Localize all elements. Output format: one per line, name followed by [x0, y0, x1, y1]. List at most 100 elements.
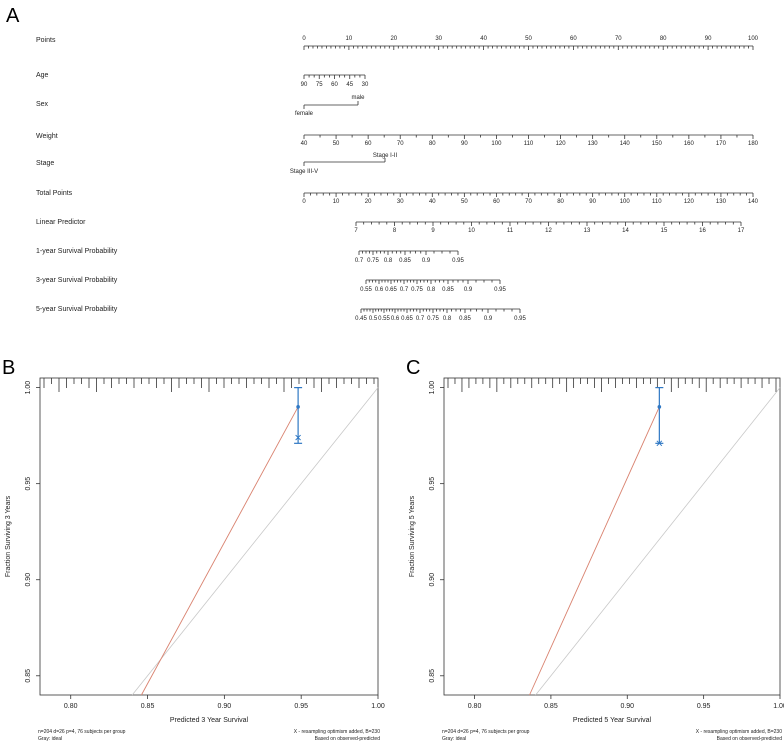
- footnote-observed-predicted: Based on observed-predicted: [315, 736, 381, 742]
- y-tick-label: 1.00: [25, 381, 32, 395]
- age-scale-tick-label: 90: [301, 82, 308, 88]
- s1-scale-tick-label: 0.75: [367, 258, 379, 264]
- s3-scale-tick-label: 0.75: [411, 287, 423, 293]
- row-label-total: Total Points: [36, 190, 73, 197]
- s5-scale-tick-label: 0.9: [484, 316, 493, 322]
- panel-label-b: B: [2, 357, 15, 379]
- sex-level-female: female: [295, 111, 314, 117]
- x-tick-label: 0.85: [141, 703, 155, 710]
- s1-scale-tick-label: 0.7: [355, 258, 364, 264]
- linear-predictor-scale-tick-label: 7: [354, 228, 358, 234]
- linear-predictor-scale-tick-label: 17: [738, 228, 745, 234]
- panel-label-a: A: [6, 5, 20, 27]
- s3-scale-tick-label: 0.6: [375, 287, 384, 293]
- plot-frame: [39, 377, 379, 696]
- linear-predictor-scale-tick-label: 15: [661, 228, 668, 234]
- weight-scale-tick-label: 180: [748, 141, 759, 147]
- y-tick-label: 1.00: [429, 381, 436, 395]
- apparent-calibration-line: [141, 406, 299, 696]
- s5-scale-tick-label: 0.6: [391, 316, 400, 322]
- s1-scale-tick-label: 0.8: [384, 258, 393, 264]
- footnote-ideal: Gray: ideal: [38, 736, 62, 742]
- plot-frame: [443, 377, 781, 696]
- row-label-sex: Sex: [36, 101, 49, 108]
- weight-scale-tick-label: 160: [684, 141, 695, 147]
- row-label-points: Points: [36, 37, 56, 44]
- points-scale-tick-label: 90: [705, 36, 712, 42]
- x-axis-title: Predicted 3 Year Survival: [170, 717, 249, 724]
- s5-scale-tick-label: 0.85: [459, 316, 471, 322]
- total-points-scale-tick-label: 30: [397, 199, 404, 205]
- s1-scale-tick-label: 0.95: [452, 258, 464, 264]
- points-scale-tick-label: 40: [480, 36, 487, 42]
- s5-scale-tick-label: 0.5: [369, 316, 378, 322]
- total-points-scale-tick-label: 90: [589, 199, 596, 205]
- footnote-resampling: X - resampling optimism added, B=230: [696, 729, 783, 735]
- corrected-x-marker: [656, 440, 663, 447]
- footnote-resampling: X - resampling optimism added, B=230: [294, 729, 381, 735]
- row-label-weight: Weight: [36, 133, 58, 140]
- calibration-plot-3-year: 0.80 0.85 0.90 0.95 1.00 0.85 0.90 0.95 1.00 Pred…: [5, 377, 385, 742]
- x-tick-label: 0.90: [620, 703, 634, 710]
- s3-scale-tick-label: 0.65: [385, 287, 397, 293]
- row-label-s5: 5-year Survival Probability: [36, 306, 118, 313]
- footnote-subjects: n=204 d=26 p=4, 76 subjects per group: [442, 729, 530, 735]
- s1-scale-tick-label: 0.9: [422, 258, 431, 264]
- stage-level-lower: Stage III-V: [290, 169, 318, 175]
- age-scale-tick-label: 45: [346, 82, 353, 88]
- row-label-stage: Stage: [36, 160, 54, 167]
- linear-predictor-scale-tick-label: 9: [431, 228, 435, 234]
- y-tick-label: 0.95: [429, 477, 436, 491]
- linear-predictor-scale-tick-label: 12: [545, 228, 552, 234]
- points-scale-tick-label: 80: [660, 36, 667, 42]
- total-points-scale-tick-label: 110: [652, 199, 662, 205]
- s3-scale-tick-label: 0.8: [427, 287, 436, 293]
- y-tick-label: 0.90: [25, 573, 32, 587]
- y-tick-label: 0.85: [25, 669, 32, 683]
- x-tick-label: 0.85: [544, 703, 558, 710]
- total-points-scale-tick-label: 50: [461, 199, 468, 205]
- s3-scale-tick-label: 0.85: [442, 287, 454, 293]
- x-axis-title: Predicted 5 Year Survival: [573, 717, 652, 724]
- y-tick-label: 0.95: [25, 477, 32, 491]
- weight-scale-tick-label: 170: [716, 141, 727, 147]
- linear-predictor-scale-tick-label: 13: [584, 228, 591, 234]
- x-tick-label: 0.95: [294, 703, 308, 710]
- linear-predictor-scale-tick-label: 14: [622, 228, 629, 234]
- total-points-scale-tick-label: 0: [302, 199, 306, 205]
- y-tick-label: 0.90: [429, 573, 436, 587]
- age-scale-tick-label: 30: [362, 82, 369, 88]
- s3-scale-tick-label: 0.9: [464, 287, 473, 293]
- sex-level-male: male: [351, 95, 365, 101]
- ideal-line: [131, 387, 379, 696]
- s1-scale-tick-label: 0.85: [399, 258, 411, 264]
- s5-scale-tick-label: 0.7: [416, 316, 425, 322]
- points-scale-tick-label: 70: [615, 36, 622, 42]
- row-label-s1: 1-year Survival Probability: [36, 248, 118, 255]
- total-points-scale-tick-label: 80: [557, 199, 564, 205]
- x-tick-label: 0.90: [218, 703, 232, 710]
- age-scale-tick-label: 75: [316, 82, 323, 88]
- s5-scale-tick-label: 0.45: [355, 316, 367, 322]
- points-scale-tick-label: 50: [525, 36, 532, 42]
- points-scale-tick-label: 30: [435, 36, 442, 42]
- weight-scale-tick-label: 40: [301, 141, 308, 147]
- age-scale-tick-label: 60: [331, 82, 338, 88]
- x-tick-label: 1.00: [773, 703, 784, 710]
- panel-label-c: C: [406, 357, 420, 379]
- total-points-scale-tick-label: 10: [333, 199, 340, 205]
- total-points-scale-tick-label: 60: [493, 199, 500, 205]
- observed-point: [657, 405, 662, 409]
- total-points-scale-tick-label: 70: [525, 199, 532, 205]
- y-tick-label: 0.85: [429, 669, 436, 683]
- apparent-calibration-line: [529, 406, 660, 696]
- x-tick-label: 0.95: [697, 703, 711, 710]
- total-points-scale-tick-label: 120: [684, 199, 695, 205]
- s5-scale-tick-label: 0.8: [443, 316, 452, 322]
- weight-scale-tick-label: 120: [556, 141, 567, 147]
- s5-scale-tick-label: 0.65: [401, 316, 413, 322]
- y-axis-title: Fraction Surviving 3 Years: [5, 495, 12, 577]
- linear-predictor-scale-tick-label: 11: [507, 228, 514, 234]
- s5-scale-tick-label: 0.75: [427, 316, 439, 322]
- points-scale-tick-label: 20: [390, 36, 397, 42]
